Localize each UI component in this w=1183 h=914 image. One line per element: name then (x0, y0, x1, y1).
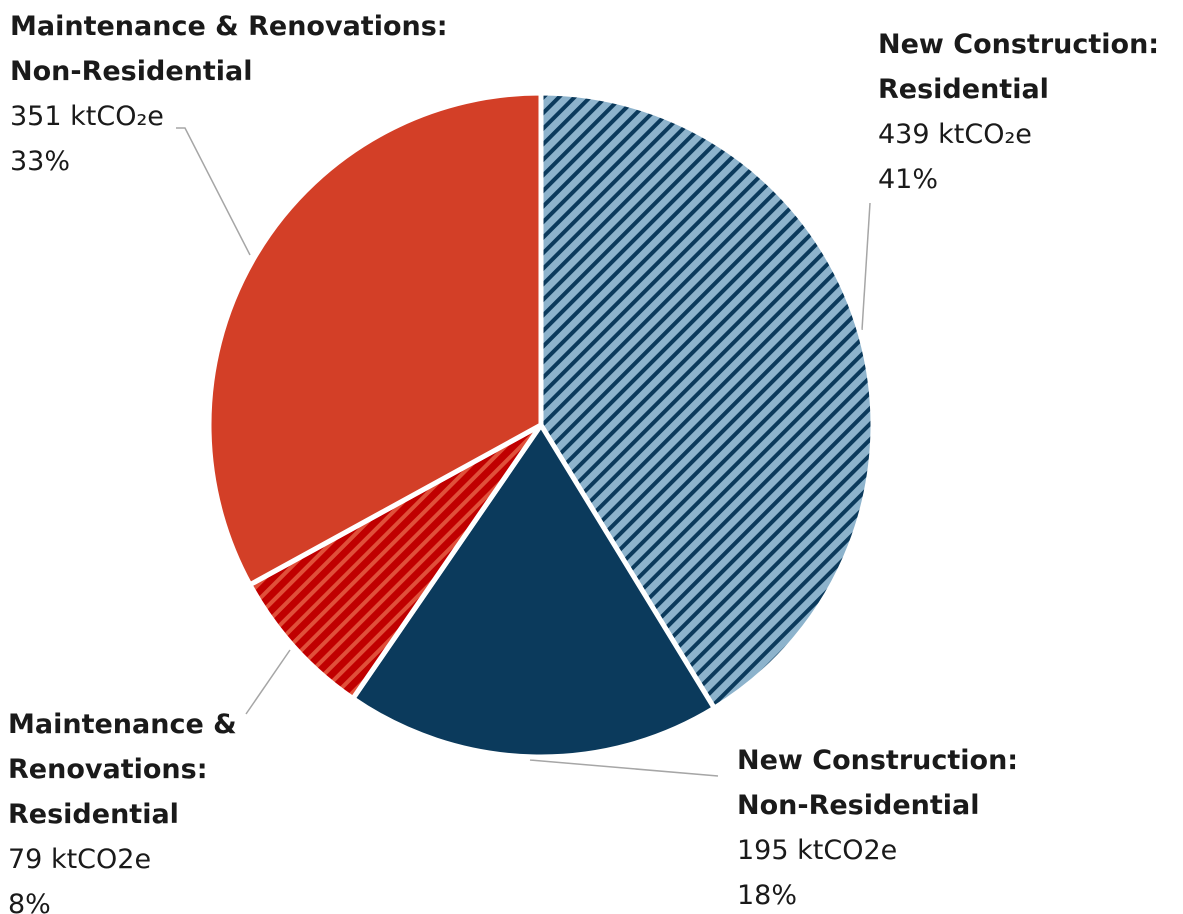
percent-label: 18% (737, 880, 798, 911)
value-label: 351 ktCO₂e (10, 101, 164, 132)
value-label: 195 ktCO2e (737, 835, 898, 866)
leader-lines (176, 127, 871, 777)
category-label: Maintenance & Renovations: Non-Residenti… (10, 11, 448, 87)
label-group: Maintenance & Renovations: Residential 7… (8, 702, 263, 914)
wedge (350, 422, 717, 760)
leader-line (245, 649, 291, 715)
wedge (206, 90, 544, 588)
wedges (206, 90, 876, 760)
percent-label: 33% (10, 146, 71, 177)
leader-line (861, 202, 871, 331)
category-label: New Construction: Non-Residential (737, 745, 1019, 821)
category-label: New Construction: Residential (878, 29, 1160, 105)
percent-label: 8% (8, 889, 51, 914)
wedge (538, 90, 876, 711)
label-group: Maintenance & Renovations: Non-Residenti… (10, 4, 490, 184)
value-label: 79 ktCO2e (8, 844, 152, 875)
percent-label: 41% (878, 164, 939, 195)
wedge (247, 422, 544, 702)
category-label: Maintenance & Renovations: Residential (8, 709, 237, 830)
label-group: New Construction: Residential 439 ktCO₂e… (878, 22, 1178, 202)
leader-line (529, 759, 719, 777)
label-group: New Construction: Non-Residential 195 kt… (737, 738, 1057, 914)
leader-line (176, 127, 251, 256)
value-label: 439 ktCO₂e (878, 119, 1032, 150)
